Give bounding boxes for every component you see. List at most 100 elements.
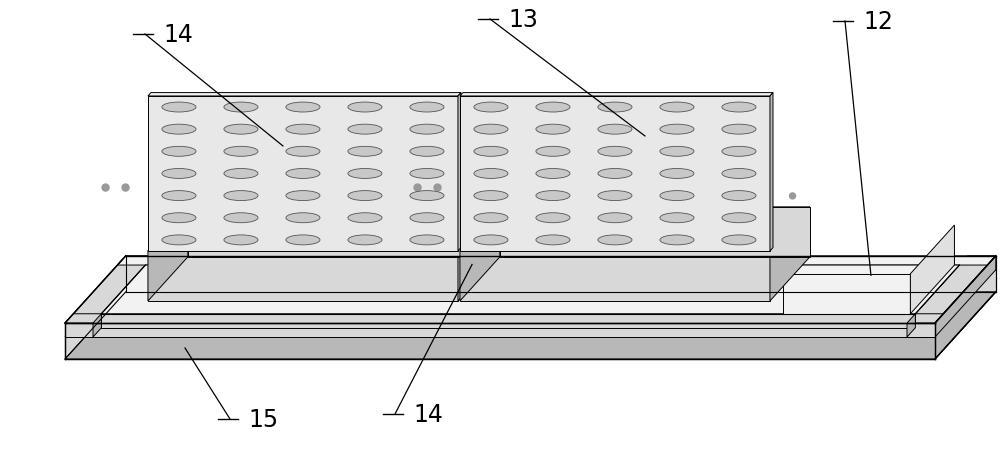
Polygon shape <box>731 230 760 237</box>
Ellipse shape <box>286 235 320 245</box>
Ellipse shape <box>660 191 694 201</box>
Polygon shape <box>907 256 996 323</box>
Text: 12: 12 <box>863 10 893 34</box>
Circle shape <box>478 193 484 199</box>
Ellipse shape <box>410 191 444 201</box>
Ellipse shape <box>660 103 694 113</box>
Ellipse shape <box>348 235 382 245</box>
Ellipse shape <box>286 213 320 223</box>
Ellipse shape <box>224 103 258 113</box>
Polygon shape <box>165 237 187 251</box>
Polygon shape <box>460 207 500 301</box>
Polygon shape <box>148 97 458 251</box>
Ellipse shape <box>162 191 196 201</box>
Ellipse shape <box>162 235 196 245</box>
Polygon shape <box>731 237 753 251</box>
Polygon shape <box>458 207 498 301</box>
Text: 15: 15 <box>248 407 278 431</box>
Ellipse shape <box>474 213 508 223</box>
Ellipse shape <box>162 169 196 179</box>
Ellipse shape <box>722 191 756 201</box>
Polygon shape <box>65 292 996 359</box>
Circle shape <box>102 184 109 192</box>
Polygon shape <box>935 256 996 337</box>
Ellipse shape <box>474 191 508 201</box>
Polygon shape <box>148 207 498 251</box>
Polygon shape <box>165 230 194 237</box>
Text: 13: 13 <box>508 8 538 32</box>
Ellipse shape <box>660 125 694 135</box>
Polygon shape <box>477 230 506 237</box>
Polygon shape <box>485 250 487 272</box>
Ellipse shape <box>474 103 508 113</box>
Ellipse shape <box>224 191 258 201</box>
Ellipse shape <box>286 191 320 201</box>
Ellipse shape <box>722 213 756 223</box>
Ellipse shape <box>598 191 632 201</box>
Ellipse shape <box>722 235 756 245</box>
Polygon shape <box>148 207 188 301</box>
Text: 14: 14 <box>163 23 193 47</box>
Ellipse shape <box>224 125 258 135</box>
Polygon shape <box>907 323 935 337</box>
Polygon shape <box>460 93 773 97</box>
Ellipse shape <box>410 235 444 245</box>
Polygon shape <box>65 337 935 359</box>
Ellipse shape <box>286 125 320 135</box>
Polygon shape <box>783 274 910 314</box>
Polygon shape <box>460 97 770 251</box>
Polygon shape <box>65 314 943 323</box>
Polygon shape <box>101 314 915 328</box>
Polygon shape <box>500 207 810 257</box>
Ellipse shape <box>536 103 570 113</box>
Ellipse shape <box>722 103 756 113</box>
Ellipse shape <box>722 147 756 157</box>
Circle shape <box>122 184 129 192</box>
Polygon shape <box>126 270 996 292</box>
Polygon shape <box>93 314 101 337</box>
Polygon shape <box>117 256 996 266</box>
Ellipse shape <box>286 169 320 179</box>
Circle shape <box>434 184 441 192</box>
Ellipse shape <box>536 213 570 223</box>
Ellipse shape <box>660 147 694 157</box>
Polygon shape <box>935 270 996 359</box>
Ellipse shape <box>162 103 196 113</box>
Ellipse shape <box>474 169 508 179</box>
Ellipse shape <box>598 169 632 179</box>
Ellipse shape <box>660 235 694 245</box>
Ellipse shape <box>286 147 320 157</box>
Ellipse shape <box>348 169 382 179</box>
Ellipse shape <box>348 103 382 113</box>
Polygon shape <box>65 323 935 337</box>
Circle shape <box>414 184 421 192</box>
Polygon shape <box>148 93 461 97</box>
Ellipse shape <box>348 125 382 135</box>
Ellipse shape <box>598 213 632 223</box>
Polygon shape <box>419 230 448 237</box>
Ellipse shape <box>410 125 444 135</box>
Polygon shape <box>770 207 810 301</box>
Polygon shape <box>460 207 810 251</box>
Polygon shape <box>907 314 915 337</box>
Polygon shape <box>65 270 996 337</box>
Ellipse shape <box>348 191 382 201</box>
Polygon shape <box>188 207 498 257</box>
Polygon shape <box>471 250 487 265</box>
Ellipse shape <box>536 147 570 157</box>
Ellipse shape <box>536 191 570 201</box>
Ellipse shape <box>348 147 382 157</box>
Polygon shape <box>148 251 458 301</box>
Ellipse shape <box>162 213 196 223</box>
Ellipse shape <box>224 147 258 157</box>
Polygon shape <box>910 226 954 314</box>
Ellipse shape <box>410 213 444 223</box>
Ellipse shape <box>474 147 508 157</box>
Polygon shape <box>101 266 959 314</box>
Ellipse shape <box>474 235 508 245</box>
Ellipse shape <box>660 213 694 223</box>
Ellipse shape <box>162 147 196 157</box>
Text: 14: 14 <box>413 402 443 426</box>
Ellipse shape <box>598 235 632 245</box>
Polygon shape <box>65 256 154 323</box>
